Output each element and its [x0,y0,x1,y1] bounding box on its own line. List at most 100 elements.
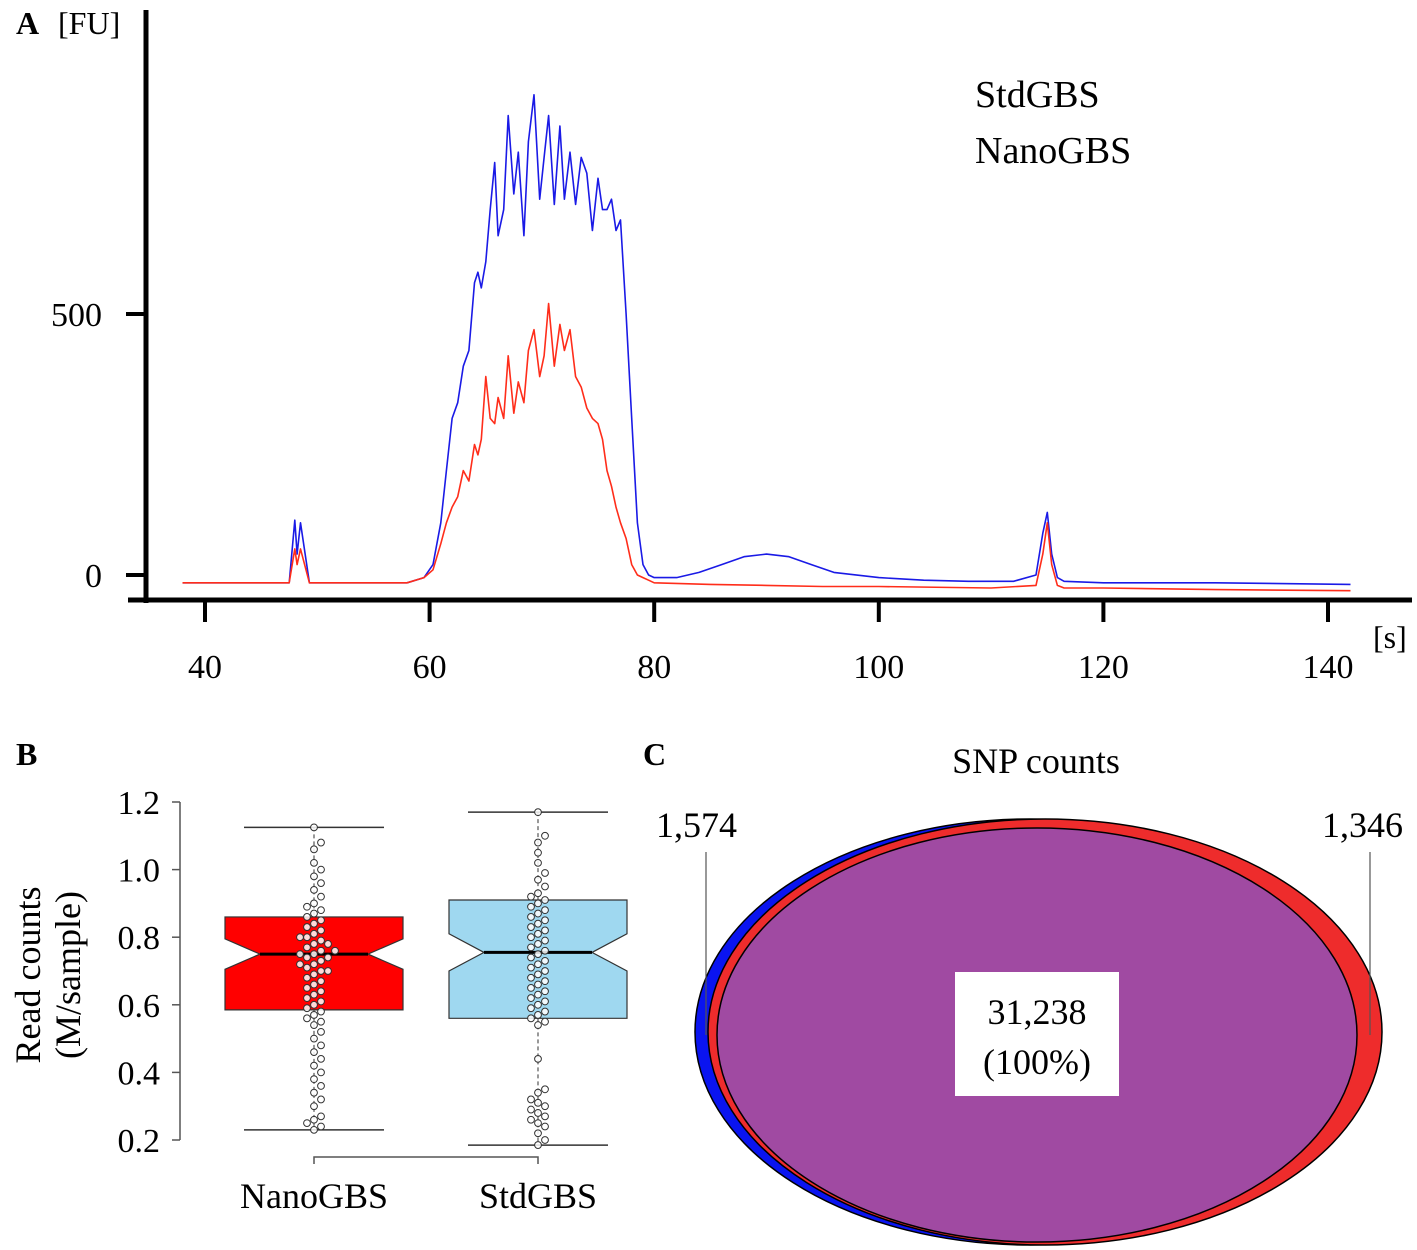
data-point [310,1102,318,1111]
category-bracket [313,1156,539,1164]
data-point [310,950,318,958]
x-ticks: 40 60 80 100 120 140 [188,600,1354,686]
data-point [303,1119,311,1127]
data-point [324,967,332,975]
data-point [317,997,325,1006]
data-point [303,953,311,962]
data-point [534,929,542,938]
series-line-nanogbs [182,302,1351,592]
data-point [541,1085,549,1094]
legend-stdgbs: StdGBS [975,74,1100,116]
box-y-tick-label: 0.8 [118,920,161,957]
box-y-tick-label: 0.6 [118,988,161,1025]
data-point [310,1061,318,1070]
y-unit-label: [FU] [58,5,120,41]
box-plots [224,808,628,1149]
data-point [541,946,549,955]
venn-center-count: 31,238 [988,992,1087,1032]
box-y-tick-label: 1.0 [118,853,161,890]
data-point [310,1075,318,1084]
data-point [527,994,535,1002]
data-point [317,1041,325,1050]
data-point [310,1000,318,1009]
data-point [317,1027,325,1036]
data-point [317,956,325,965]
data-point [303,933,311,942]
data-point [534,1054,542,1063]
data-point [534,980,542,989]
data-point [541,956,549,965]
data-point [296,933,304,942]
data-point [303,943,311,952]
x-tick-label: 120 [1078,649,1129,686]
data-point [541,987,549,996]
box-stdgbs [448,808,628,1149]
data-point [310,845,318,854]
data-point [541,1102,549,1111]
data-point [541,997,549,1006]
data-point [317,946,325,955]
data-point [527,973,535,982]
y-tick-label: 0 [85,558,102,595]
data-point [534,940,542,948]
data-point [527,984,535,992]
data-point [541,926,549,935]
data-point [527,963,535,972]
data-point [303,913,311,921]
box-y-ticks: 0.2 0.4 0.6 0.8 1.0 1.2 [118,785,180,1160]
data-point [317,1054,325,1063]
data-point [303,923,311,931]
data-point [534,950,542,958]
data-point [541,1017,549,1026]
data-point [317,967,325,975]
data-point [534,808,542,817]
data-point [534,1141,542,1149]
data-point [527,1004,535,1013]
data-point [317,1095,325,1104]
data-point [317,916,325,925]
data-point [527,892,535,901]
data-point [310,858,318,867]
data-point [310,1088,318,1097]
data-point [534,1000,542,1009]
data-point [310,970,318,979]
data-point [527,953,535,962]
data-point [317,936,325,945]
venn-center-percent: (100%) [983,1042,1091,1082]
data-point [541,882,549,891]
data-point [527,1105,535,1114]
box-y-tick-label: 0.4 [118,1055,161,1092]
x-tick-label: 40 [188,649,222,686]
data-point [310,1034,318,1043]
data-point [310,909,318,918]
data-point [541,1007,549,1016]
data-point [541,967,549,975]
box-x-labels: NanoGBS StdGBS [240,1176,597,1216]
data-point [317,926,325,935]
data-point [317,977,325,986]
venn-title: SNP counts [952,741,1120,781]
data-point [534,1098,542,1107]
data-point [541,1136,549,1144]
data-point [310,1125,318,1134]
data-point [317,879,325,888]
data-point [534,858,542,867]
data-point [310,990,318,999]
panel-b-label: B [16,736,37,772]
venn-right-count: 1,346 [1322,805,1403,845]
data-point [310,960,318,969]
data-point [324,953,332,962]
data-point [310,1115,318,1124]
data-point [541,1112,549,1121]
data-point [534,1109,542,1117]
data-point [303,963,311,972]
data-point [541,906,549,915]
data-point [527,1115,535,1124]
data-point [541,936,549,945]
data-point [527,933,535,942]
data-point [534,970,542,979]
data-point [310,919,318,928]
data-point [303,902,311,911]
data-point [310,940,318,948]
box-nanogbs [224,823,404,1134]
